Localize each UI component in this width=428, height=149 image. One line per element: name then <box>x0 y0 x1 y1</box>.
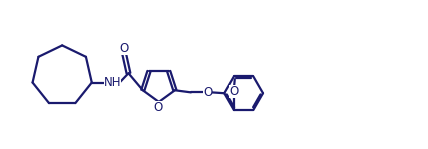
Text: O: O <box>203 86 212 99</box>
Text: O: O <box>229 85 238 98</box>
Text: O: O <box>119 42 129 55</box>
Text: NH: NH <box>104 76 121 89</box>
Text: O: O <box>153 101 162 114</box>
